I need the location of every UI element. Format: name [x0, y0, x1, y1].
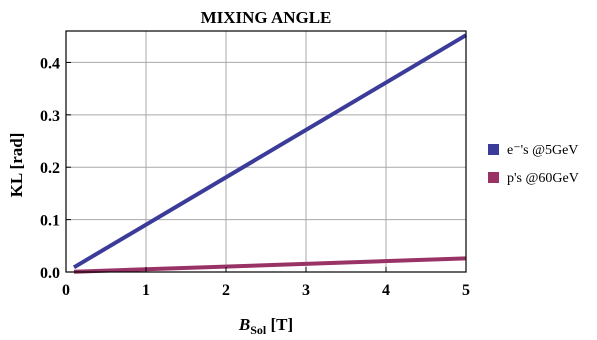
- x-tick-label-5: 5: [462, 282, 470, 299]
- x-axis-label-unit: [T]: [266, 315, 293, 334]
- x-axis-ticks: 0 1 2 3 4 5: [62, 267, 470, 299]
- legend-item-0: e⁻'s @5GeV: [488, 143, 578, 158]
- y-axis-label: KL [rad]: [7, 133, 26, 198]
- x-tick-label-1: 1: [142, 282, 150, 299]
- plot-frame: [65, 30, 467, 273]
- x-axis-label-subscript: Sol: [250, 323, 267, 337]
- x-axis-label: BSol [T]: [238, 315, 293, 337]
- legend-swatch-1: [488, 172, 499, 183]
- x-tick-label-0: 0: [62, 282, 70, 299]
- legend-item-1: p's @60GeV: [488, 171, 579, 186]
- y-axis-ticks: 0.0 0.1 0.2 0.3 0.4: [40, 55, 71, 282]
- y-tick-label-2: 0.2: [40, 160, 60, 177]
- x-tick-label-4: 4: [382, 282, 390, 299]
- x-axis-label-main: B: [238, 315, 250, 334]
- series-line-0: [72, 33, 468, 270]
- series-line-1: [73, 256, 467, 274]
- x-tick-label-3: 3: [302, 282, 310, 299]
- legend: e⁻'s @5GeV p's @60GeV: [488, 143, 579, 186]
- y-tick-label-0: 0.0: [40, 265, 60, 282]
- x-tick-label-2: 2: [222, 282, 230, 299]
- series-layer: [72, 33, 468, 274]
- legend-swatch-0: [488, 144, 499, 155]
- y-tick-label-4: 0.4: [40, 55, 60, 72]
- legend-label-1: p's @60GeV: [507, 171, 579, 186]
- legend-label-0: e⁻'s @5GeV: [507, 143, 578, 158]
- y-tick-label-1: 0.1: [40, 213, 60, 230]
- y-tick-label-3: 0.3: [40, 108, 60, 125]
- chart-title: MIXING ANGLE: [201, 8, 332, 27]
